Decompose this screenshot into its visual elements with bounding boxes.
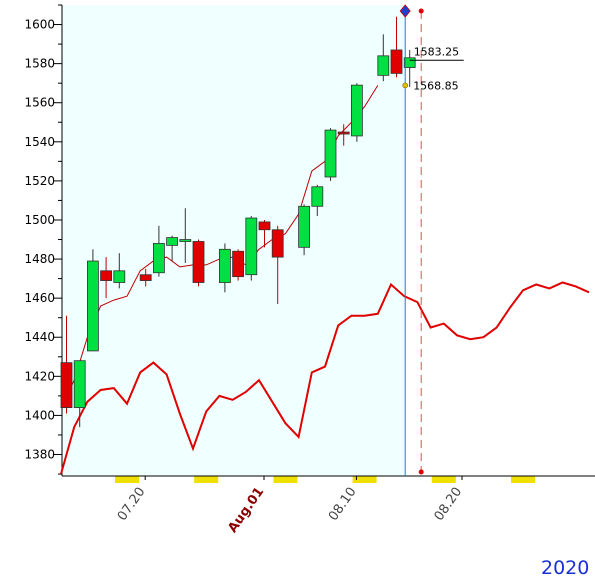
weekend-marker xyxy=(431,476,456,483)
last-close-label: 1583.25 xyxy=(414,45,460,58)
candle-down xyxy=(337,124,350,146)
candle-body xyxy=(232,250,245,278)
candle-body xyxy=(192,241,205,283)
y-tick-label: 1520 xyxy=(24,174,55,188)
ma-value-label: 1568.85 xyxy=(413,79,459,92)
y-tick-label: 1420 xyxy=(24,369,55,383)
candle-body xyxy=(403,57,416,68)
candle-down xyxy=(271,225,284,305)
future-line-bottom-dot xyxy=(418,469,424,475)
candle-body xyxy=(179,239,192,242)
weekend-marker xyxy=(273,476,298,483)
y-tick-label: 1600 xyxy=(24,18,55,32)
candle-body xyxy=(258,221,271,231)
weekend-marker xyxy=(115,476,139,483)
candle-body xyxy=(100,270,112,281)
candle-body xyxy=(60,362,73,408)
candle-body xyxy=(377,55,390,76)
candle-down xyxy=(390,16,403,78)
candle-down xyxy=(139,268,152,287)
candle-up xyxy=(152,225,165,277)
year-label: 2020 xyxy=(541,557,590,579)
oscillator-line xyxy=(60,281,590,475)
candle-body xyxy=(271,229,284,258)
weekend-marker xyxy=(194,476,219,483)
y-axis: 1380 1400 1420 1440 1460 1480 1500 1520 1540 1560… xyxy=(24,4,595,477)
ma-value-dot xyxy=(402,82,409,89)
candle-down xyxy=(232,249,245,281)
candle-down xyxy=(60,315,73,414)
weekend-marker xyxy=(511,476,535,483)
x-tick-label: Aug.01 xyxy=(225,485,267,536)
price-annotations: 1583.25 1568.85 xyxy=(402,45,464,92)
candle-up xyxy=(87,249,99,352)
candle-up xyxy=(324,128,337,181)
y-tick-label: 1540 xyxy=(24,135,55,149)
candle-down xyxy=(258,219,271,248)
y-tick-label: 1440 xyxy=(24,330,55,344)
candle-up xyxy=(377,34,390,82)
candle-body xyxy=(166,237,179,246)
candle-body xyxy=(113,270,126,283)
candle-body xyxy=(390,49,403,74)
candle-up xyxy=(73,360,86,428)
candle-body xyxy=(73,360,86,408)
candle-up xyxy=(298,204,311,256)
y-tick-label: 1480 xyxy=(24,252,55,266)
x-tick-label: 08.10 xyxy=(326,485,360,524)
x-tick-label: 08.20 xyxy=(432,485,466,524)
candle-up xyxy=(179,208,192,263)
candle-up xyxy=(350,83,363,142)
candle-body xyxy=(324,129,337,178)
cursor-lines[interactable] xyxy=(399,4,424,476)
candle-body xyxy=(139,274,152,281)
candle-body xyxy=(152,243,165,274)
y-tick-label: 1460 xyxy=(24,291,55,305)
candle-up xyxy=(166,235,179,262)
plot-background xyxy=(62,5,406,476)
candle-body xyxy=(337,131,350,135)
candle-up xyxy=(218,243,231,293)
candle-up xyxy=(403,49,416,88)
y-tick-label: 1400 xyxy=(24,408,55,422)
x-tick-label: 07.20 xyxy=(115,485,149,524)
candle-body xyxy=(298,205,311,248)
candle-down xyxy=(100,257,112,299)
cursor-diamond-marker xyxy=(399,4,411,18)
candle-body xyxy=(87,260,99,352)
candle-up xyxy=(113,253,126,289)
candle-down xyxy=(192,239,205,287)
y-tick-label: 1560 xyxy=(24,96,55,110)
y-tick-label: 1380 xyxy=(24,448,55,462)
candle-up xyxy=(311,184,324,217)
candle-body xyxy=(245,217,258,276)
candle-up xyxy=(245,216,258,281)
weekend-marker xyxy=(352,476,377,483)
candle-body xyxy=(218,248,231,283)
candles xyxy=(60,16,416,428)
y-tick-label: 1500 xyxy=(24,213,55,227)
candle-body xyxy=(350,84,363,137)
weekend-markers xyxy=(115,476,535,483)
y-tick-label: 1580 xyxy=(24,57,55,71)
x-axis-labels: 07.20 Aug.01 08.10 08.20 xyxy=(115,476,465,536)
oscillator-series xyxy=(60,281,590,475)
candle-body xyxy=(311,186,324,207)
future-line-top-dot xyxy=(418,8,424,14)
